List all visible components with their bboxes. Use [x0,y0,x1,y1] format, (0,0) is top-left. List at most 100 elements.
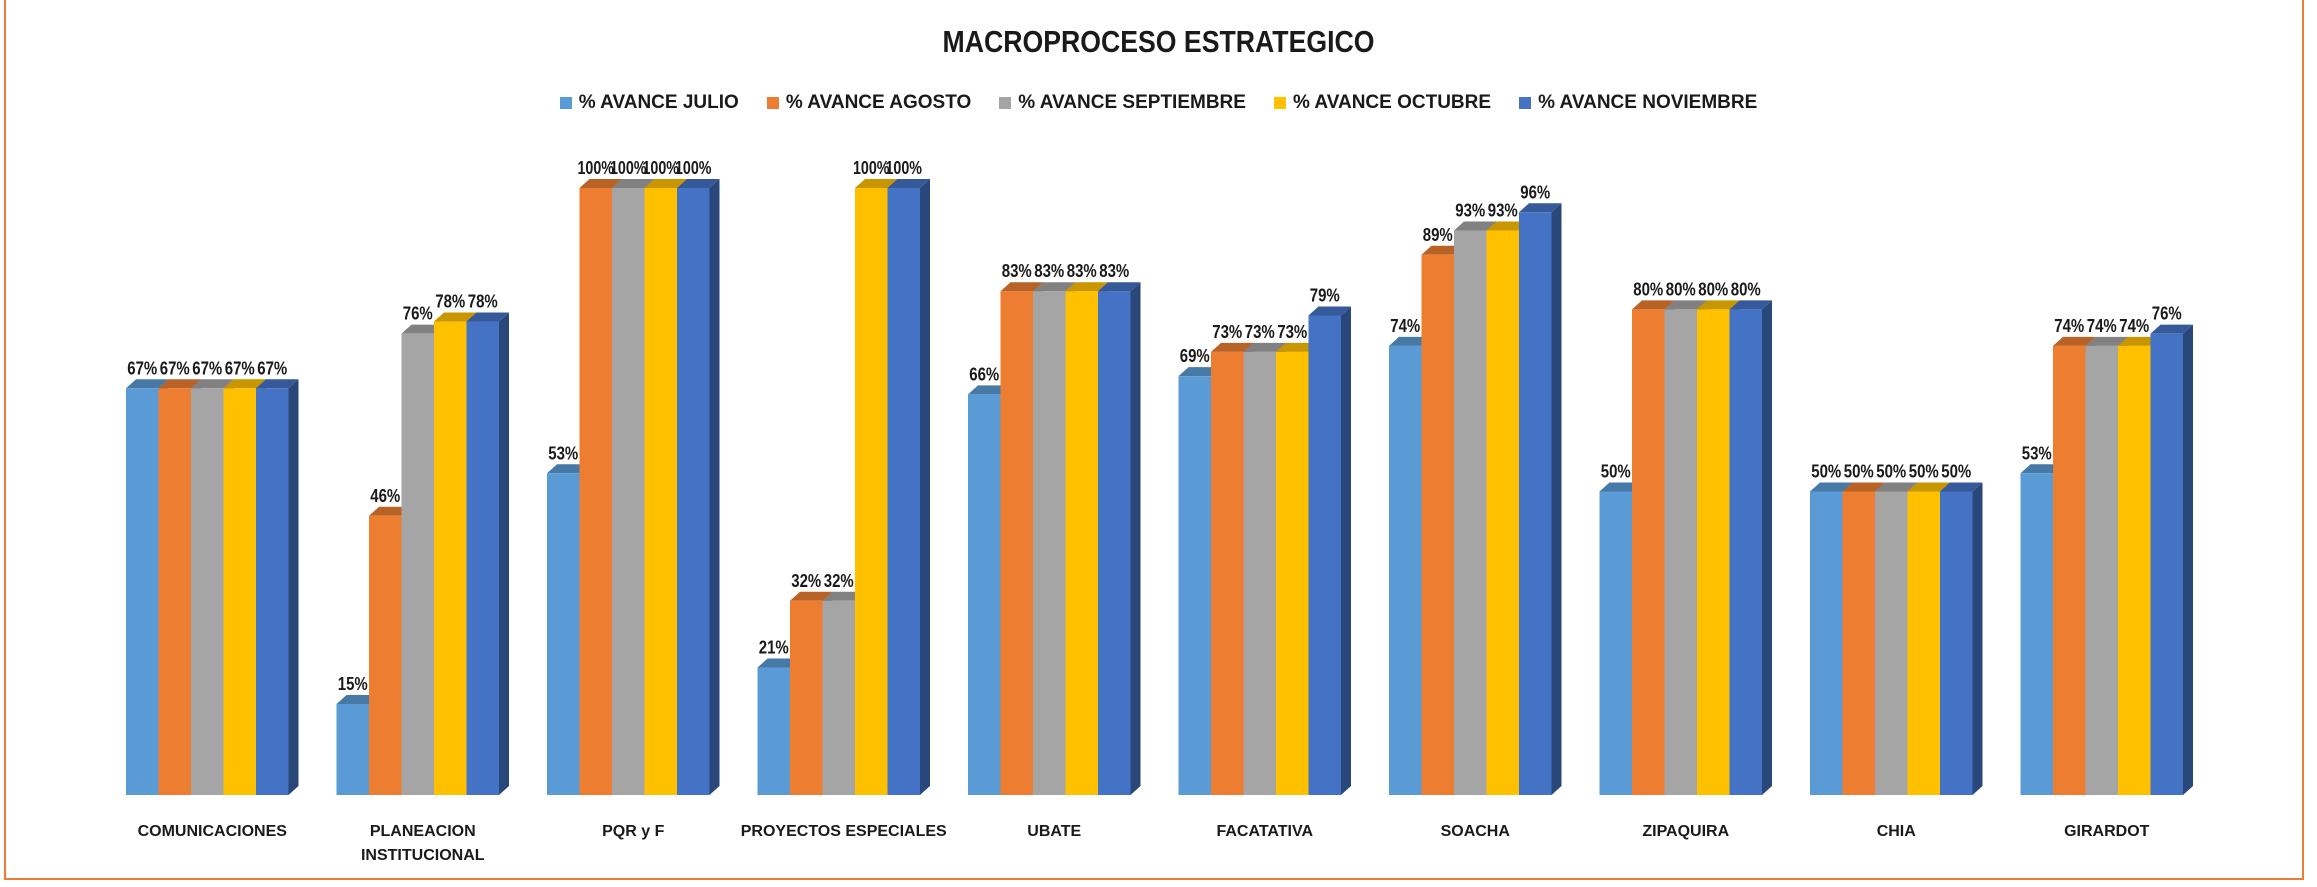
chart-title: MACROPROCESO ESTRATEGICO [942,24,1375,59]
data-label: 32% [824,571,854,591]
bar-front [191,388,224,795]
bar-front [1486,230,1519,796]
bar-front [256,388,289,795]
bar-front [1308,315,1341,795]
bar-top [1065,282,1108,292]
data-label: 67% [257,358,287,378]
data-label: 50% [1941,462,1971,482]
data-label: 46% [370,486,400,506]
bar-front [1178,376,1211,795]
data-label: 50% [1876,462,1906,482]
data-label: 80% [1731,279,1761,299]
bar-front [223,388,256,795]
legend-label: % AVANCE AGOSTO [785,92,972,113]
data-label: 100% [643,158,680,178]
category-label: COMUNICACIONES [138,823,288,840]
legend-label: % AVANCE SEPTIEMBRE [1018,92,1246,113]
category-label: PQR y F [602,823,664,840]
bar-top [336,694,379,704]
data-label: 74% [2119,316,2149,336]
bar-top [401,324,444,334]
bar-side [2183,324,2193,795]
data-label: 53% [2022,443,2052,463]
bar-top [1098,282,1141,292]
bar-front [1729,309,1762,795]
legend-item-3: % AVANCE SEPTIEMBRE [999,92,1246,114]
bar [466,312,509,795]
bar-top [1389,336,1432,346]
bar-front [644,188,677,795]
bar-front [2085,345,2118,795]
bar-front [2053,345,2086,795]
bar [1940,482,1983,795]
bar-top [1454,221,1497,231]
bar-top [579,179,622,188]
bar-side [709,179,720,795]
chart-legend: % AVANCE JULIO % AVANCE AGOSTO % AVANCE SE… [0,92,2317,114]
bar-top [547,464,590,474]
bar [1098,282,1141,795]
data-label: 66% [969,364,999,384]
bar-top [757,658,800,668]
bar-side [499,312,509,795]
category-label: SOACHA [1441,823,1511,840]
bar-front [1000,291,1033,795]
bar-front [1033,291,1066,795]
data-label: 78% [435,292,465,312]
bar [1519,203,1562,795]
bar-top [1276,342,1319,352]
data-label: 50% [1844,462,1874,482]
bar-side [1341,306,1351,795]
bar-top [223,379,266,389]
category-label: FACATATIVA [1216,823,1313,840]
bar-front [1632,309,1665,795]
bar-top [1421,245,1464,255]
bar-front [1098,291,1131,795]
bar-front [677,188,710,795]
bar-front [1810,491,1843,795]
bar [887,179,930,795]
data-label: 79% [1310,285,1340,305]
data-label: 89% [1423,225,1453,245]
bar-front [1211,351,1244,795]
data-label: 76% [403,304,433,324]
bar-front [887,188,920,795]
data-label: 69% [1180,346,1210,366]
bar-top [1729,300,1772,310]
data-label: 80% [1666,279,1696,299]
bar-side [288,379,299,795]
legend-swatch [766,97,779,109]
bar-top [434,312,477,322]
bar-front [1697,309,1730,795]
category-group: 50% 50% 50% 50% 50%CHIA [1810,462,1983,840]
category-label: GIRARDOT [2064,823,2150,840]
bar-top [1907,482,1950,492]
bar-front [1276,351,1309,795]
bar-top [1519,203,1562,213]
bar-front [2020,473,2053,795]
bar-front [1599,491,1632,795]
bar-front [579,188,612,795]
data-label: 67% [225,358,255,378]
data-label: 74% [1390,316,1420,336]
bar-top [1810,482,1853,492]
bar-front [126,388,159,795]
bar-top [1664,300,1707,310]
bar-front [1842,491,1875,795]
category-group: 66%83% 83% 83% 83%UBATE [968,261,1141,840]
data-label: 96% [1520,182,1550,202]
bar-top [1243,342,1286,352]
bar [677,179,720,795]
data-label: 100% [578,158,615,178]
bar-front [547,473,580,795]
data-label: 74% [2087,316,2117,336]
bar-front [158,388,191,795]
bar-top [1178,367,1221,377]
data-label: 93% [1488,200,1518,220]
category-group: 21% 32% 32% 100%100% PROYECTOS ESPECIALES [741,158,947,840]
data-label: 67% [160,358,190,378]
bar-top [790,591,833,601]
bar-top [612,179,655,188]
bar-top [466,312,509,322]
bar-top [822,591,865,601]
